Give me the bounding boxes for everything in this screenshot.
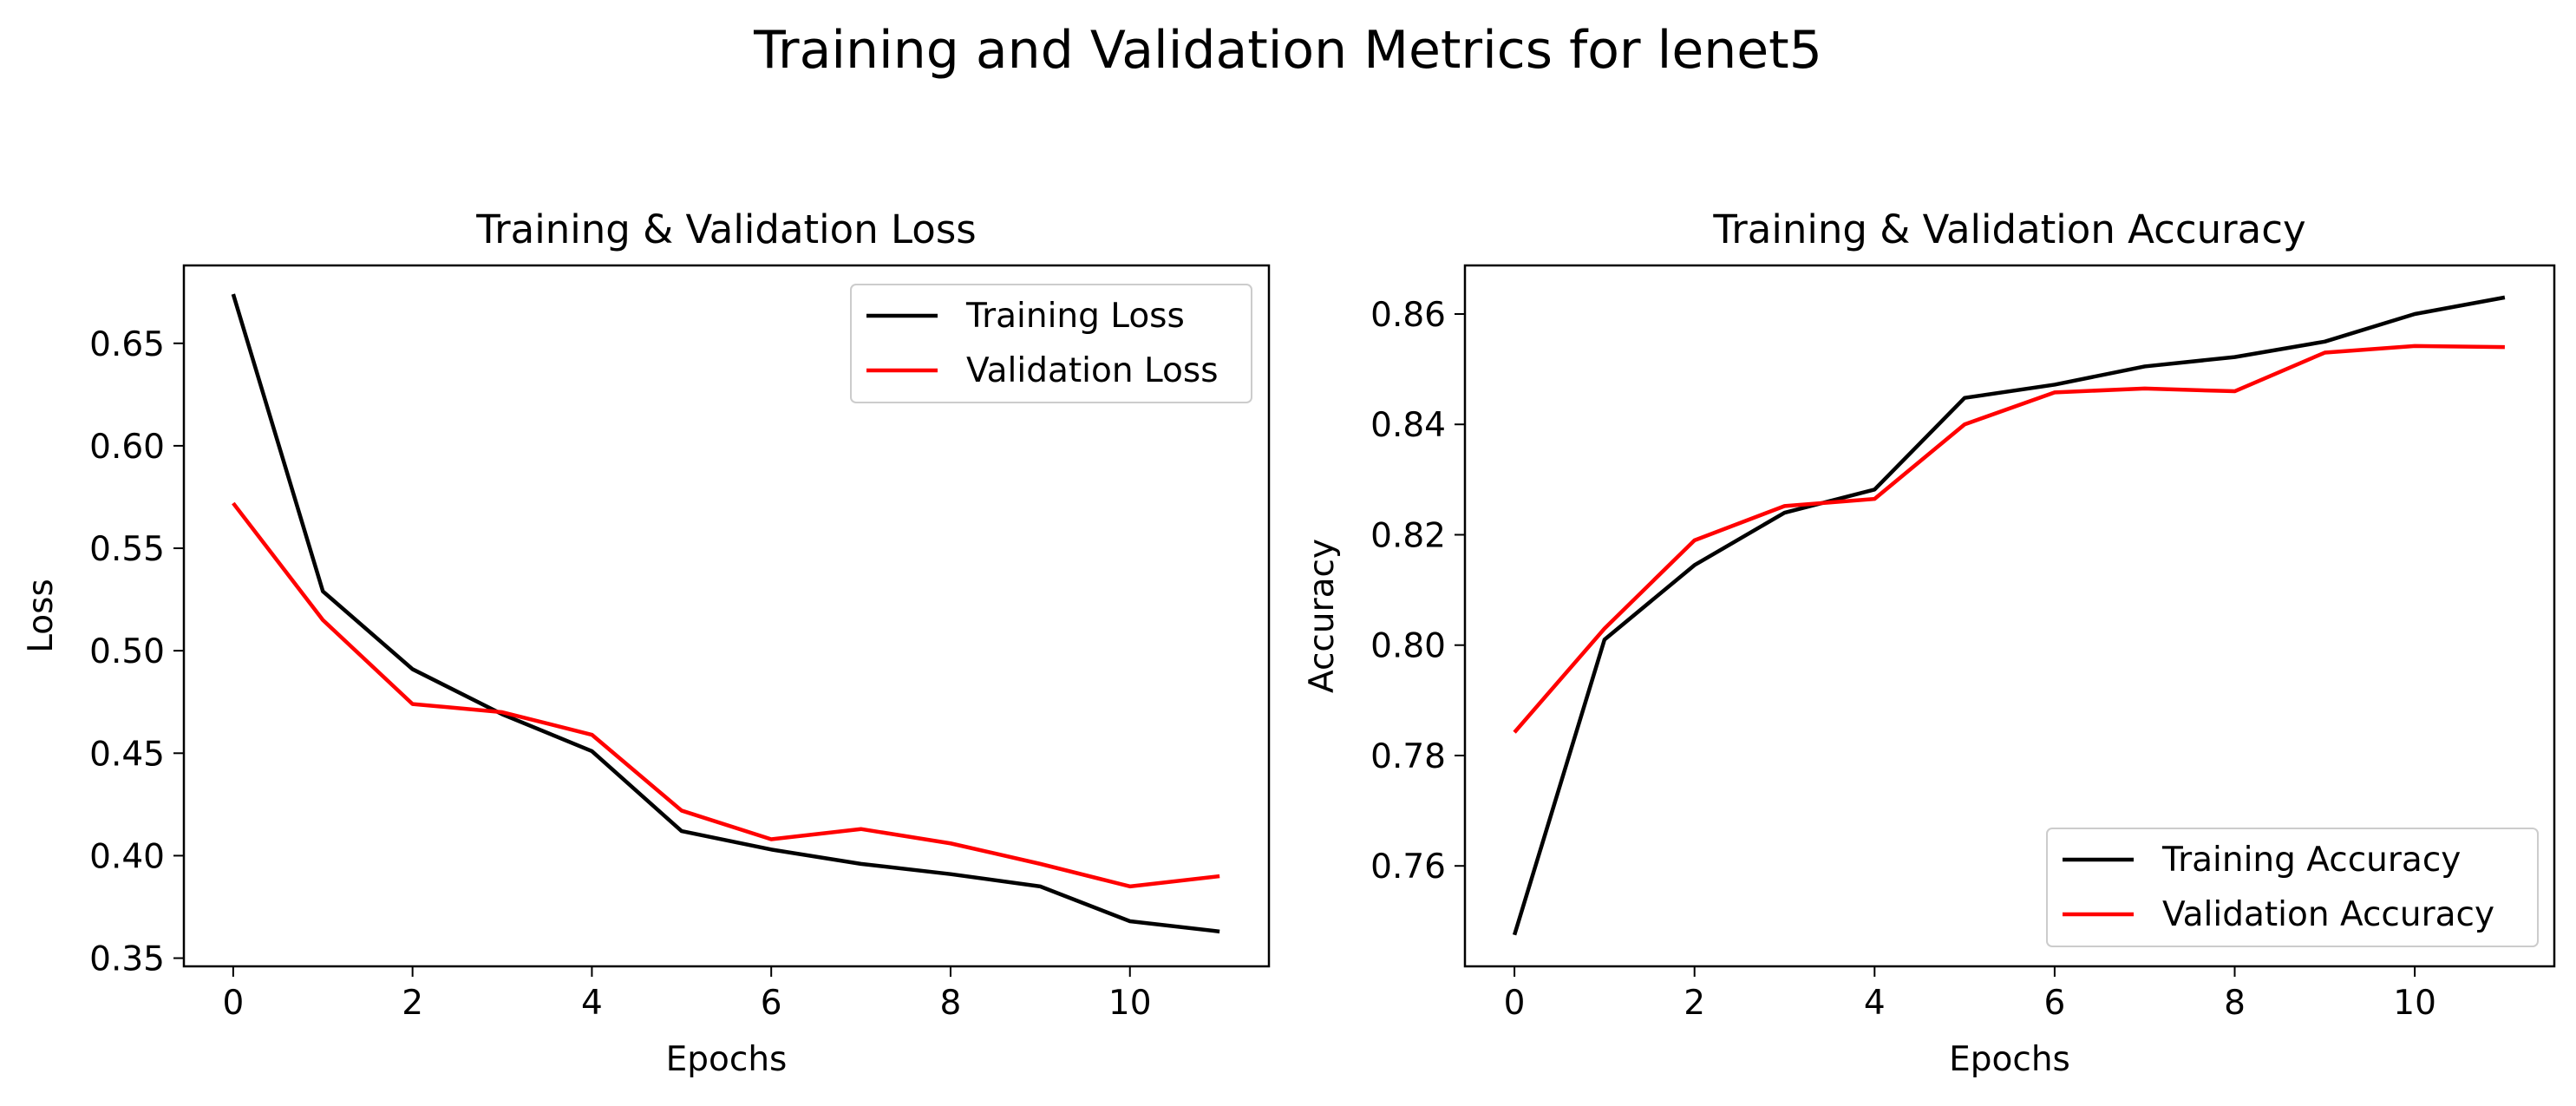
loss-y-tick-label: 0.60 — [89, 428, 165, 467]
accuracy-legend-frame — [2046, 828, 2539, 947]
accuracy-x-tick-label: 2 — [1684, 984, 1705, 1023]
accuracy-legend: Training Accuracy Validation Accuracy — [2046, 828, 2539, 947]
accuracy-x-tick-label: 6 — [2043, 984, 2065, 1023]
loss-y-tick-label: 0.50 — [89, 632, 165, 671]
figure-title: Training and Validation Metrics for lene… — [753, 20, 1822, 81]
accuracy-plot-frame — [1463, 264, 2556, 968]
loss-y-axis-label: Loss — [22, 579, 61, 653]
accuracy-y-tick-label: 0.78 — [1370, 737, 1446, 776]
loss-y-tick-label: 0.65 — [89, 325, 165, 364]
loss-chart-title: Training & Validation Loss — [475, 206, 976, 252]
loss-x-tick-label: 6 — [761, 984, 782, 1023]
loss-y-tick-label: 0.45 — [89, 735, 165, 774]
loss-x-tick-label: 0 — [222, 984, 244, 1023]
validation-accuracy-legend-label: Validation Accuracy — [2162, 895, 2494, 934]
loss-x-tick-label: 8 — [940, 984, 962, 1023]
accuracy-y-tick-label: 0.82 — [1370, 516, 1446, 555]
accuracy-y-tick-label: 0.76 — [1370, 847, 1446, 887]
accuracy-x-tick-label: 0 — [1504, 984, 1526, 1023]
loss-y-tick-label: 0.35 — [89, 940, 165, 979]
accuracy-y-tick-label: 0.84 — [1370, 406, 1446, 445]
loss-legend: Training Loss Validation Loss — [850, 284, 1252, 403]
accuracy-x-tick-label: 4 — [1864, 984, 1886, 1023]
training-loss-legend-label: Training Loss — [965, 297, 1185, 336]
accuracy-chart-title: Training & Validation Accuracy — [1712, 206, 2305, 252]
training-accuracy-line — [1512, 295, 2506, 936]
accuracy-y-tick-label: 0.86 — [1370, 296, 1446, 335]
loss-panel: Training & Validation Loss 0 2 4 6 8 10 0.35 0.4… — [22, 206, 1271, 1079]
accuracy-y-axis-label: Accuracy — [1303, 539, 1342, 693]
training-loss-line — [231, 293, 1220, 934]
loss-x-axis-label: Epochs — [666, 1040, 788, 1079]
validation-accuracy-line — [1513, 344, 2505, 734]
loss-y-tick-label: 0.40 — [89, 837, 165, 876]
loss-x-tick-label: 10 — [1108, 984, 1152, 1023]
loss-legend-frame — [850, 284, 1252, 403]
accuracy-y-tick-label: 0.80 — [1370, 627, 1446, 666]
accuracy-x-tick-label: 8 — [2224, 984, 2246, 1023]
training-accuracy-legend-label: Training Accuracy — [2161, 841, 2461, 880]
loss-x-tick-label: 2 — [402, 984, 423, 1023]
validation-loss-line — [232, 501, 1220, 889]
accuracy-x-axis-label: Epochs — [1949, 1040, 2070, 1079]
validation-loss-legend-label: Validation Loss — [966, 351, 1219, 390]
loss-y-tick-label: 0.55 — [89, 530, 165, 569]
loss-x-tick-label: 4 — [581, 984, 603, 1023]
accuracy-x-tick-label: 10 — [2393, 984, 2436, 1023]
loss-plot-frame — [182, 264, 1271, 968]
accuracy-panel: Training & Validation Accuracy 0 2 4 6 8 10 0.7… — [1303, 206, 2556, 1079]
